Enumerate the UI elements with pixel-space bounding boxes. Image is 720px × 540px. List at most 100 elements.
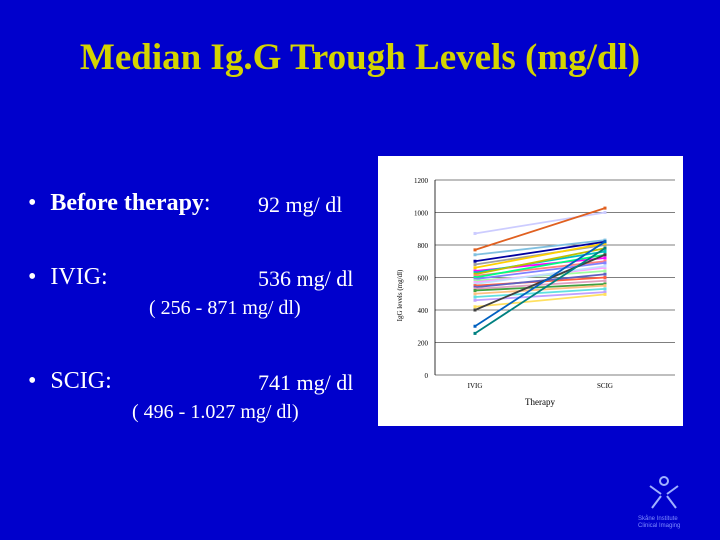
data-point [473,272,477,276]
bullet-dot: • [28,368,37,394]
slide-title: Median Ig.G Trough Levels (mg/dl) [79,37,641,78]
scig-value: 741 mg/ dl [258,370,354,395]
data-point [473,266,477,270]
data-point [603,264,607,268]
data-point [473,277,477,281]
data-point [603,282,607,286]
series-line [474,293,606,308]
ivig-range: ( 256 - 871 mg/ dl) [149,297,301,319]
data-point [603,287,607,291]
y-tick-label: 1000 [414,210,429,218]
data-point [603,238,607,242]
logo-text: Skåne Institute Clinical Imaging [638,516,680,530]
series-line [474,253,606,279]
data-point [603,266,607,270]
y-tick-label: 0 [425,372,429,380]
data-point [603,256,607,260]
series-line [474,253,606,311]
series-line [474,247,606,335]
bullet-ivig: • IVIG: [28,264,108,291]
series-line [474,247,606,276]
data-point [473,248,477,252]
y-tick-label: 800 [418,242,429,250]
data-point [473,292,477,296]
ivig-value: 536 mg/ dl [258,266,354,291]
series-line [474,240,606,263]
data-point [603,243,607,247]
data-point [603,292,607,296]
before-therapy-colon: : [203,190,211,216]
series-line [474,242,606,269]
series-line [474,211,606,235]
before-therapy-label: Before therapy [50,190,204,216]
x-tick-label: IVIG [468,382,483,390]
data-point [603,290,607,294]
data-point [473,280,477,284]
data-point [473,287,477,291]
before-therapy-value: 92 mg/ dl [258,192,343,217]
data-point [473,305,477,309]
data-point [603,241,607,245]
x-tick-label: SCIG [597,382,613,390]
series-line [474,240,606,328]
data-point [603,250,607,253]
data-point [473,253,477,257]
scig-range: ( 496 - 1.027 mg/ dl) [132,401,299,423]
series-line [474,284,606,295]
y-tick-label: 1200 [414,177,429,185]
data-point [603,240,607,244]
data-point [473,282,477,286]
data-point [473,331,477,335]
y-tick-label: 200 [418,340,429,348]
y-tick-label: 600 [418,275,429,283]
data-point [473,308,477,312]
data-point [473,274,477,278]
data-point [473,276,477,279]
data-point [603,259,607,263]
series-line [474,207,606,251]
data-point [603,284,607,288]
series-line [474,261,606,281]
data-point [473,263,477,266]
bullet-dot: • [28,190,37,216]
data-point [603,279,607,283]
data-point [473,279,477,283]
data-point [473,324,477,328]
logo-line-1: Skåne Institute [638,516,678,522]
series-line [474,273,606,289]
y-tick-label: 400 [418,307,429,315]
data-point [473,295,477,299]
data-point [603,272,607,276]
data-point [603,276,607,279]
data-point [603,206,607,210]
bullet-dot: • [28,264,37,290]
igg-line-chart: 0 200 400 600 800 1000 1200 IVIG SCIG Therapy IgG … [378,156,683,426]
series-line [474,265,606,285]
x-axis-label: Therapy [525,397,555,407]
series-line [474,287,606,298]
data-point [473,269,477,273]
data-point [603,253,607,257]
data-point [473,298,477,302]
ivig-label: IVIG: [50,264,108,290]
data-point [473,285,477,289]
series-line [474,291,606,302]
data-point [603,246,607,250]
data-point [603,211,607,214]
y-axis-label: IgG levels (mg/dl) [396,269,404,321]
data-point [603,261,607,265]
data-point [473,231,477,235]
chart-svg: 0 200 400 600 800 1000 1200 IVIG SCIG Therapy IgG … [396,177,675,407]
logo-line-2: Clinical Imaging [638,523,681,529]
series-line [474,239,606,256]
scig-label: SCIG: [50,368,112,394]
bullet-scig: • SCIG: [28,368,112,395]
bullet-before-therapy: • Before therapy: [28,190,211,217]
data-point [473,284,477,288]
logo-figure-icon [649,476,679,509]
data-point [473,259,477,263]
series-line [474,283,606,292]
data-point [603,269,607,273]
data-point [473,271,477,275]
data-point [473,289,477,292]
